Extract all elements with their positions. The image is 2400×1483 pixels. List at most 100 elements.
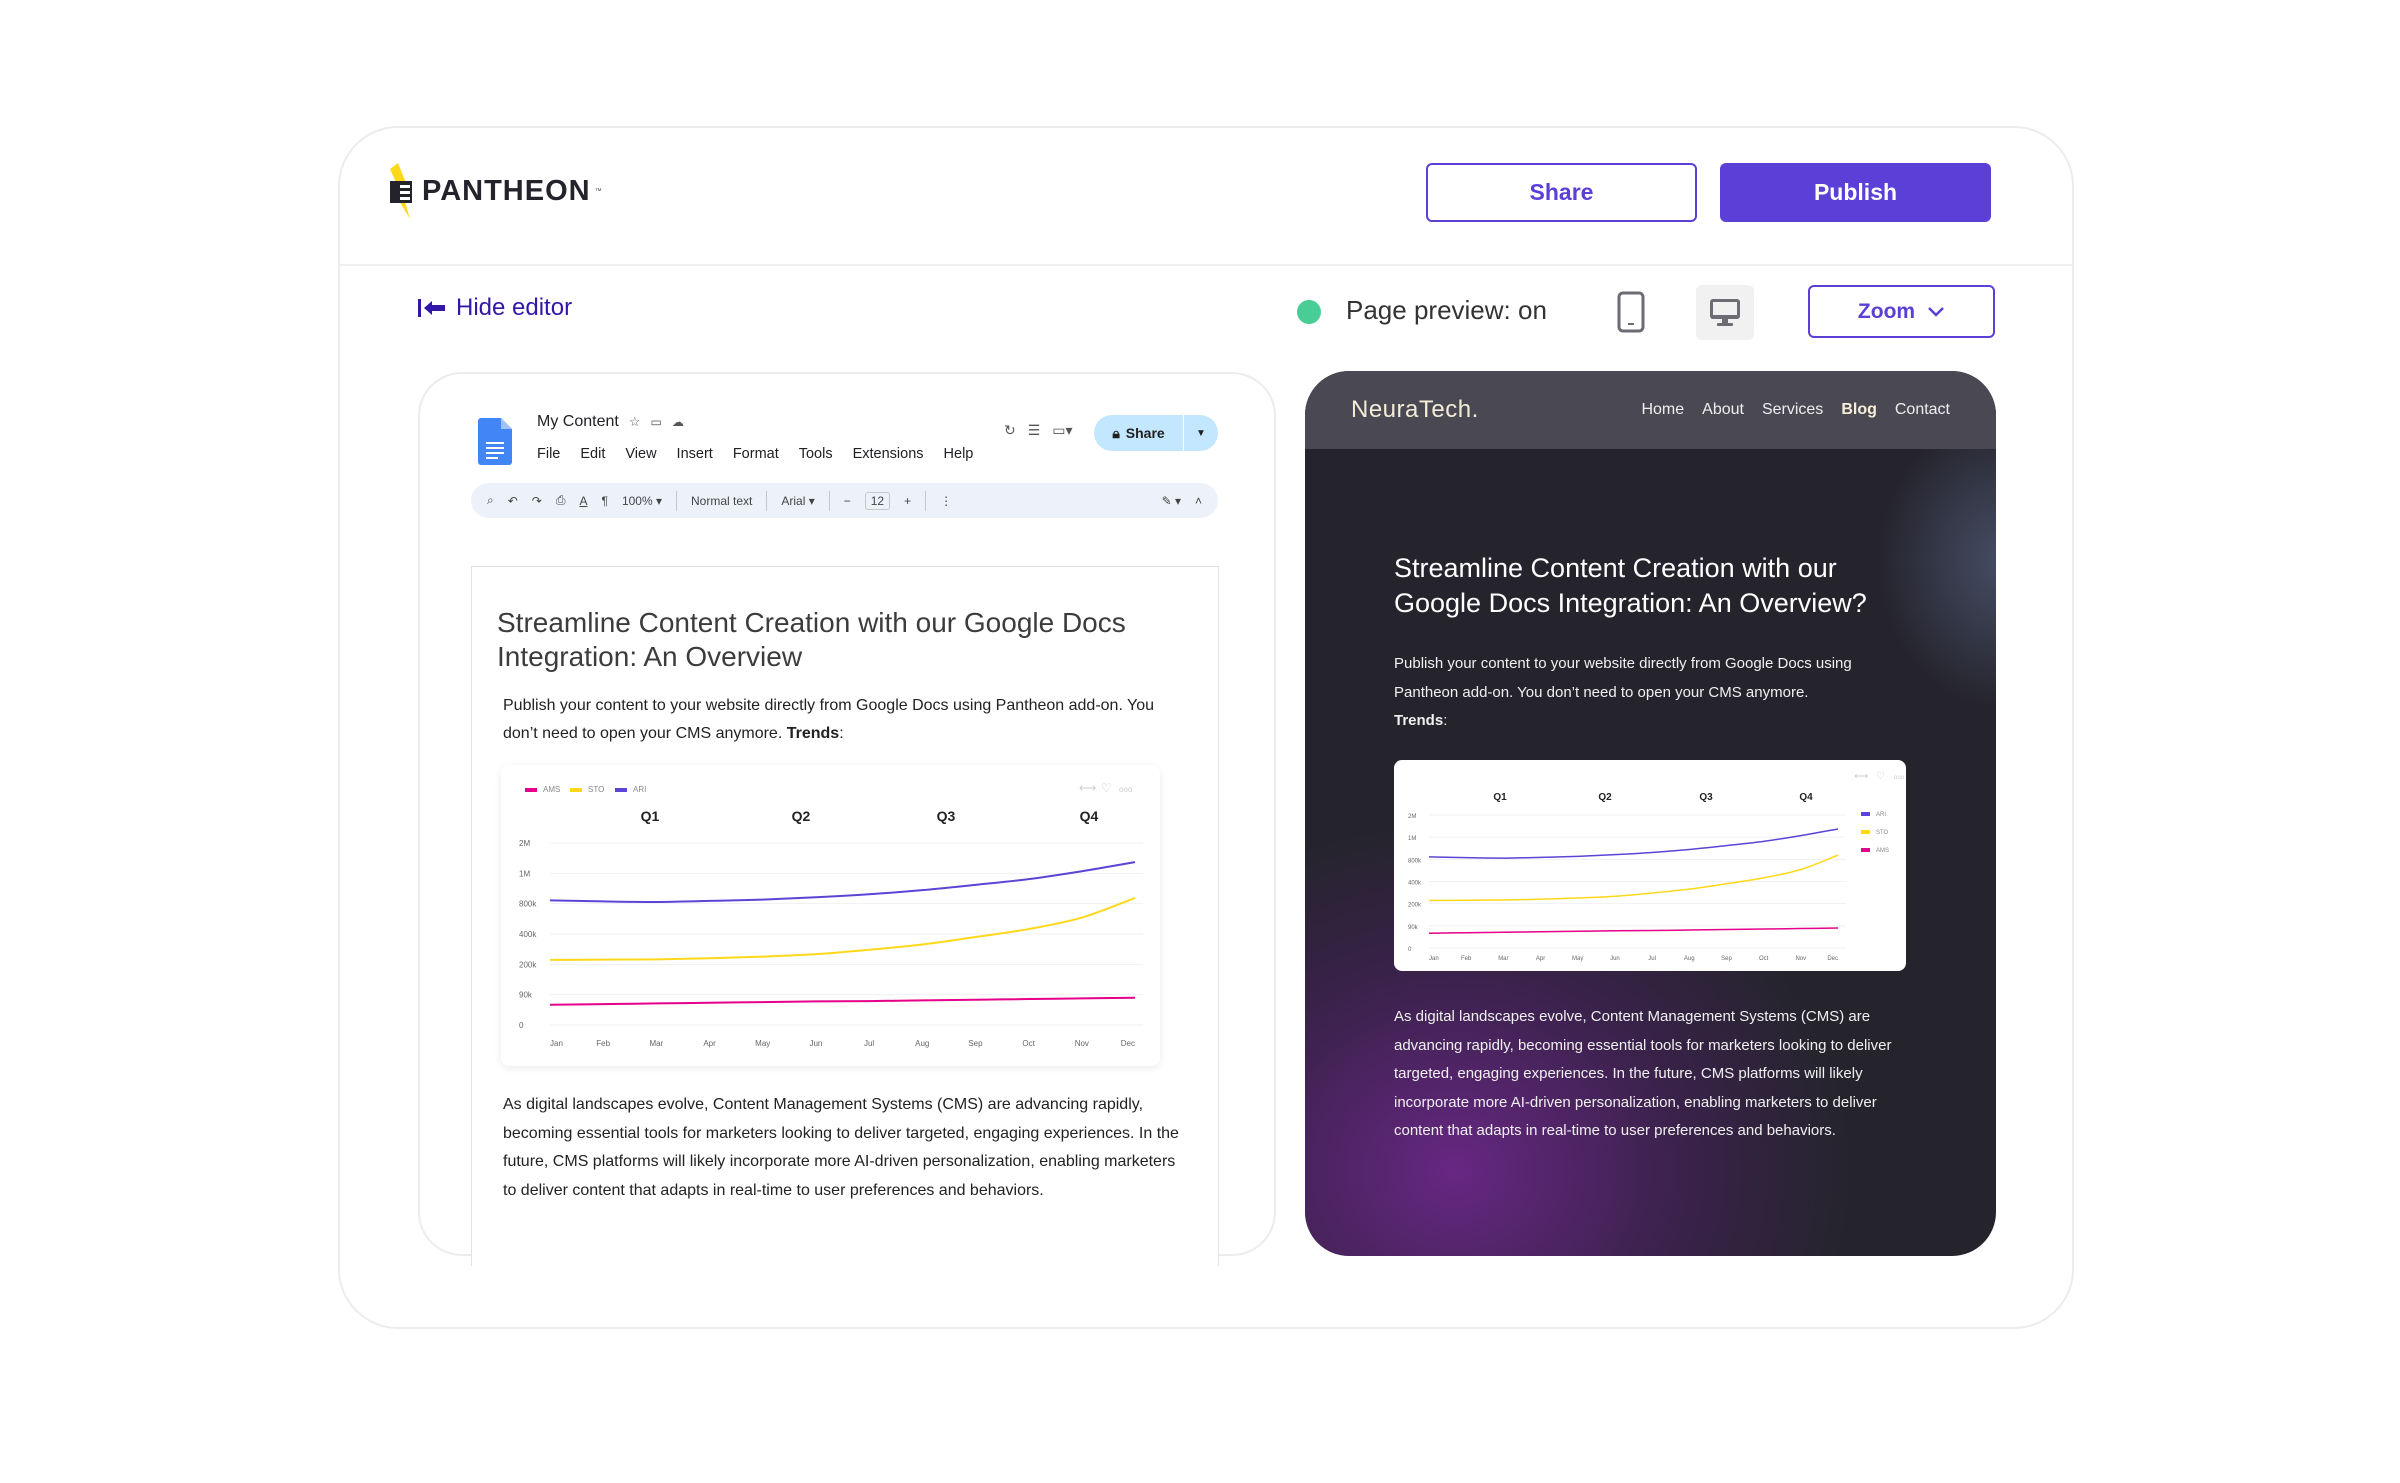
quarter-label: Q3 xyxy=(1699,792,1713,803)
x-tick-label: Jul xyxy=(1648,956,1656,962)
hide-editor-button[interactable]: Hide editor xyxy=(418,294,572,322)
zoom-dropdown[interactable]: Zoom xyxy=(1808,285,1995,338)
menu-edit[interactable]: Edit xyxy=(580,446,606,462)
search-icon[interactable]: ⌕ xyxy=(487,493,494,507)
divider xyxy=(676,490,677,511)
menu-extensions[interactable]: Extensions xyxy=(852,446,924,462)
y-tick-label: 0 xyxy=(519,1021,524,1030)
desktop-icon xyxy=(1710,298,1740,326)
legend-swatch-ams xyxy=(1861,848,1870,852)
history-icon[interactable]: ↻ xyxy=(1004,422,1016,438)
menu-help[interactable]: Help xyxy=(943,446,974,462)
y-tick-label: 400k xyxy=(519,930,537,939)
meet-icon[interactable]: ▭▾ xyxy=(1052,422,1073,438)
x-tick-label: Jun xyxy=(809,1039,822,1048)
x-tick-label: May xyxy=(755,1039,770,1048)
chevron-down-icon xyxy=(1928,306,1944,317)
menu-tools[interactable]: Tools xyxy=(798,446,833,462)
font-select[interactable]: Arial ▾ xyxy=(781,493,815,508)
heart-icon: ♡ xyxy=(1876,771,1885,782)
y-tick-label: 200k xyxy=(1408,903,1422,909)
x-tick-label: May xyxy=(1572,956,1583,962)
star-icon[interactable]: ☆ xyxy=(628,414,641,429)
nav-contact[interactable]: Contact xyxy=(1894,401,1950,418)
mobile-view-icon[interactable] xyxy=(1616,291,1646,333)
nav-home[interactable]: Home xyxy=(1641,401,1685,418)
x-tick-label: Feb xyxy=(1461,956,1472,962)
x-tick-label: Sep xyxy=(968,1039,983,1048)
quarter-label: Q4 xyxy=(1080,808,1099,824)
legend-swatch-sto xyxy=(570,788,582,792)
spellcheck-icon[interactable]: A xyxy=(579,493,588,508)
x-tick-label: Jan xyxy=(1429,956,1439,962)
x-tick-label: Sep xyxy=(1721,956,1732,962)
doc-share-button[interactable]: 🔒︎ Share ▼ xyxy=(1094,415,1218,451)
series-line-ari xyxy=(1428,828,1839,859)
doc-toolbar: ⌕ ↶ ↷ ⎙ A ¶ 100% ▾ Normal text Arial ▾ −… xyxy=(471,483,1218,518)
doc-title[interactable]: My Content xyxy=(537,413,619,430)
comments-icon[interactable]: ☰ xyxy=(1027,422,1041,438)
folder-icon[interactable]: ▭ xyxy=(650,415,662,429)
y-tick-label: 200k xyxy=(519,960,537,969)
menu-file[interactable]: File xyxy=(537,446,561,462)
expand-icon: ⟷ xyxy=(1854,771,1868,782)
nav-services[interactable]: Services xyxy=(1761,401,1824,418)
publish-button[interactable]: Publish xyxy=(1720,163,1991,222)
x-tick-label: Apr xyxy=(703,1039,716,1048)
doc-heading: Streamline Content Creation with our Goo… xyxy=(497,607,1126,672)
y-tick-label: 0 xyxy=(1408,947,1412,953)
cloud-icon[interactable]: ☁ xyxy=(671,415,684,429)
x-tick-label: Oct xyxy=(1759,956,1769,962)
legend-label-ams: AMS xyxy=(1876,848,1889,854)
series-line-ams xyxy=(1428,927,1839,934)
legend-label-sto: STO xyxy=(1876,830,1889,836)
print-icon[interactable]: ⎙ xyxy=(555,493,566,507)
menu-insert[interactable]: Insert xyxy=(676,446,713,462)
pantheon-logo[interactable]: PANTHEON ™ xyxy=(388,163,602,219)
preview-intro-paragraph: Publish your content to your website dir… xyxy=(1394,650,1914,736)
increase-font-icon[interactable]: + xyxy=(904,493,912,508)
nav-about[interactable]: About xyxy=(1702,401,1744,418)
more-icon[interactable]: ⋮ xyxy=(940,493,953,508)
undo-icon[interactable]: ↶ xyxy=(507,493,518,508)
y-tick-label: 1M xyxy=(1408,836,1416,842)
x-tick-label: Dec xyxy=(1121,1039,1135,1048)
desktop-view-button[interactable] xyxy=(1696,285,1754,340)
menu-format[interactable]: Format xyxy=(732,446,779,462)
quarter-label: Q3 xyxy=(937,808,956,824)
site-brand[interactable]: NeuraTech. xyxy=(1351,396,1479,423)
series-line-ari xyxy=(549,861,1136,904)
status-dot xyxy=(1297,300,1321,324)
paint-format-icon[interactable]: ¶ xyxy=(601,493,608,508)
preview-status: Page preview: on xyxy=(1346,295,1547,325)
doc-chart: 0 90k 200k 400k 800k 1M 2M Jan Feb Mar Apr May Jun Ju… xyxy=(501,765,1160,1066)
editing-mode-icon[interactable]: ✎ ▾ xyxy=(1161,493,1181,508)
x-tick-label: Jan xyxy=(550,1039,563,1048)
y-tick-label: 800k xyxy=(519,900,537,909)
x-tick-label: Nov xyxy=(1795,956,1806,962)
font-size-input[interactable]: 12 xyxy=(864,491,891,510)
share-button[interactable]: Share xyxy=(1426,163,1697,222)
collapse-toolbar-icon[interactable]: ˄ xyxy=(1194,493,1202,508)
style-select[interactable]: Normal text xyxy=(691,493,753,508)
quarter-label: Q2 xyxy=(1598,792,1612,803)
intro-text: Publish your content to your website dir… xyxy=(1394,655,1852,701)
legend-swatch-ari xyxy=(615,788,627,792)
menu-view[interactable]: View xyxy=(625,446,657,462)
redo-icon[interactable]: ↷ xyxy=(531,493,542,508)
divider xyxy=(766,490,768,511)
share-dropdown-icon[interactable]: ▼ xyxy=(1196,427,1206,439)
decrease-font-icon[interactable]: − xyxy=(843,493,851,508)
doc-share-label: Share xyxy=(1125,425,1165,441)
divider xyxy=(828,490,830,511)
x-tick-label: Aug xyxy=(915,1039,929,1048)
zoom-select[interactable]: 100% ▾ xyxy=(621,493,662,508)
series-line-sto xyxy=(1428,854,1839,902)
preview-panel: NeuraTech. Home About Services Blog Cont… xyxy=(1305,371,1996,1256)
nav-blog[interactable]: Blog xyxy=(1841,401,1877,418)
x-tick-label: Jun xyxy=(1610,956,1620,962)
site-navbar: NeuraTech. Home About Services Blog Cont… xyxy=(1305,371,1996,449)
y-tick-label: 2M xyxy=(519,839,530,848)
divider xyxy=(925,490,927,511)
doc-chart-svg: 0 90k 200k 400k 800k 1M 2M Jan Feb Mar Apr May Jun Ju… xyxy=(519,781,1143,1048)
